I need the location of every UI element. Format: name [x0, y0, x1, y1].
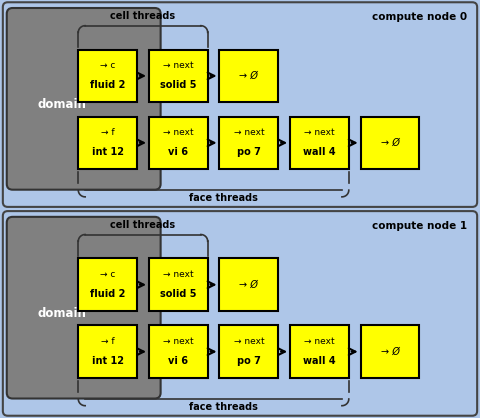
Text: compute node 0: compute node 0: [372, 12, 468, 22]
FancyBboxPatch shape: [219, 117, 278, 169]
Text: cell threads: cell threads: [110, 220, 176, 230]
Text: solid 5: solid 5: [160, 80, 196, 90]
Text: → f: → f: [101, 128, 115, 137]
Text: → next: → next: [304, 336, 335, 346]
Text: → next: → next: [163, 128, 193, 137]
FancyBboxPatch shape: [219, 258, 278, 311]
Text: → c: → c: [100, 270, 115, 279]
Text: fluid 2: fluid 2: [90, 80, 125, 90]
FancyBboxPatch shape: [78, 117, 137, 169]
Text: → next: → next: [163, 61, 193, 70]
Text: vi 6: vi 6: [168, 148, 188, 158]
Text: → next: → next: [233, 336, 264, 346]
Text: wall 4: wall 4: [303, 356, 336, 366]
Text: → next: → next: [163, 270, 193, 279]
Text: int 12: int 12: [92, 148, 124, 158]
Text: → Ø: → Ø: [381, 138, 399, 148]
FancyBboxPatch shape: [7, 217, 161, 398]
Text: cell threads: cell threads: [110, 11, 176, 21]
Text: face threads: face threads: [189, 193, 258, 203]
Text: → next: → next: [233, 128, 264, 137]
FancyBboxPatch shape: [78, 325, 137, 378]
Text: → next: → next: [163, 336, 193, 346]
Text: domain: domain: [38, 98, 87, 111]
Text: → next: → next: [304, 128, 335, 137]
FancyBboxPatch shape: [290, 117, 349, 169]
Text: po 7: po 7: [237, 148, 261, 158]
Text: domain: domain: [38, 307, 87, 320]
FancyBboxPatch shape: [219, 325, 278, 378]
FancyBboxPatch shape: [3, 211, 477, 416]
Text: → Ø: → Ø: [240, 71, 258, 81]
Text: → c: → c: [100, 61, 115, 70]
Text: → Ø: → Ø: [381, 347, 399, 357]
Text: vi 6: vi 6: [168, 356, 188, 366]
FancyBboxPatch shape: [78, 258, 137, 311]
FancyBboxPatch shape: [149, 325, 208, 378]
FancyBboxPatch shape: [219, 50, 278, 102]
FancyBboxPatch shape: [149, 258, 208, 311]
FancyBboxPatch shape: [360, 325, 420, 378]
Text: fluid 2: fluid 2: [90, 289, 125, 299]
Text: compute node 1: compute node 1: [372, 221, 468, 231]
FancyBboxPatch shape: [290, 325, 349, 378]
Text: wall 4: wall 4: [303, 148, 336, 158]
FancyBboxPatch shape: [149, 117, 208, 169]
Text: solid 5: solid 5: [160, 289, 196, 299]
Text: → Ø: → Ø: [240, 280, 258, 290]
FancyBboxPatch shape: [360, 117, 420, 169]
FancyBboxPatch shape: [78, 50, 137, 102]
Text: int 12: int 12: [92, 356, 124, 366]
Text: po 7: po 7: [237, 356, 261, 366]
Text: face threads: face threads: [189, 402, 258, 412]
Text: → f: → f: [101, 336, 115, 346]
FancyBboxPatch shape: [7, 8, 161, 190]
FancyBboxPatch shape: [3, 2, 477, 207]
FancyBboxPatch shape: [149, 50, 208, 102]
